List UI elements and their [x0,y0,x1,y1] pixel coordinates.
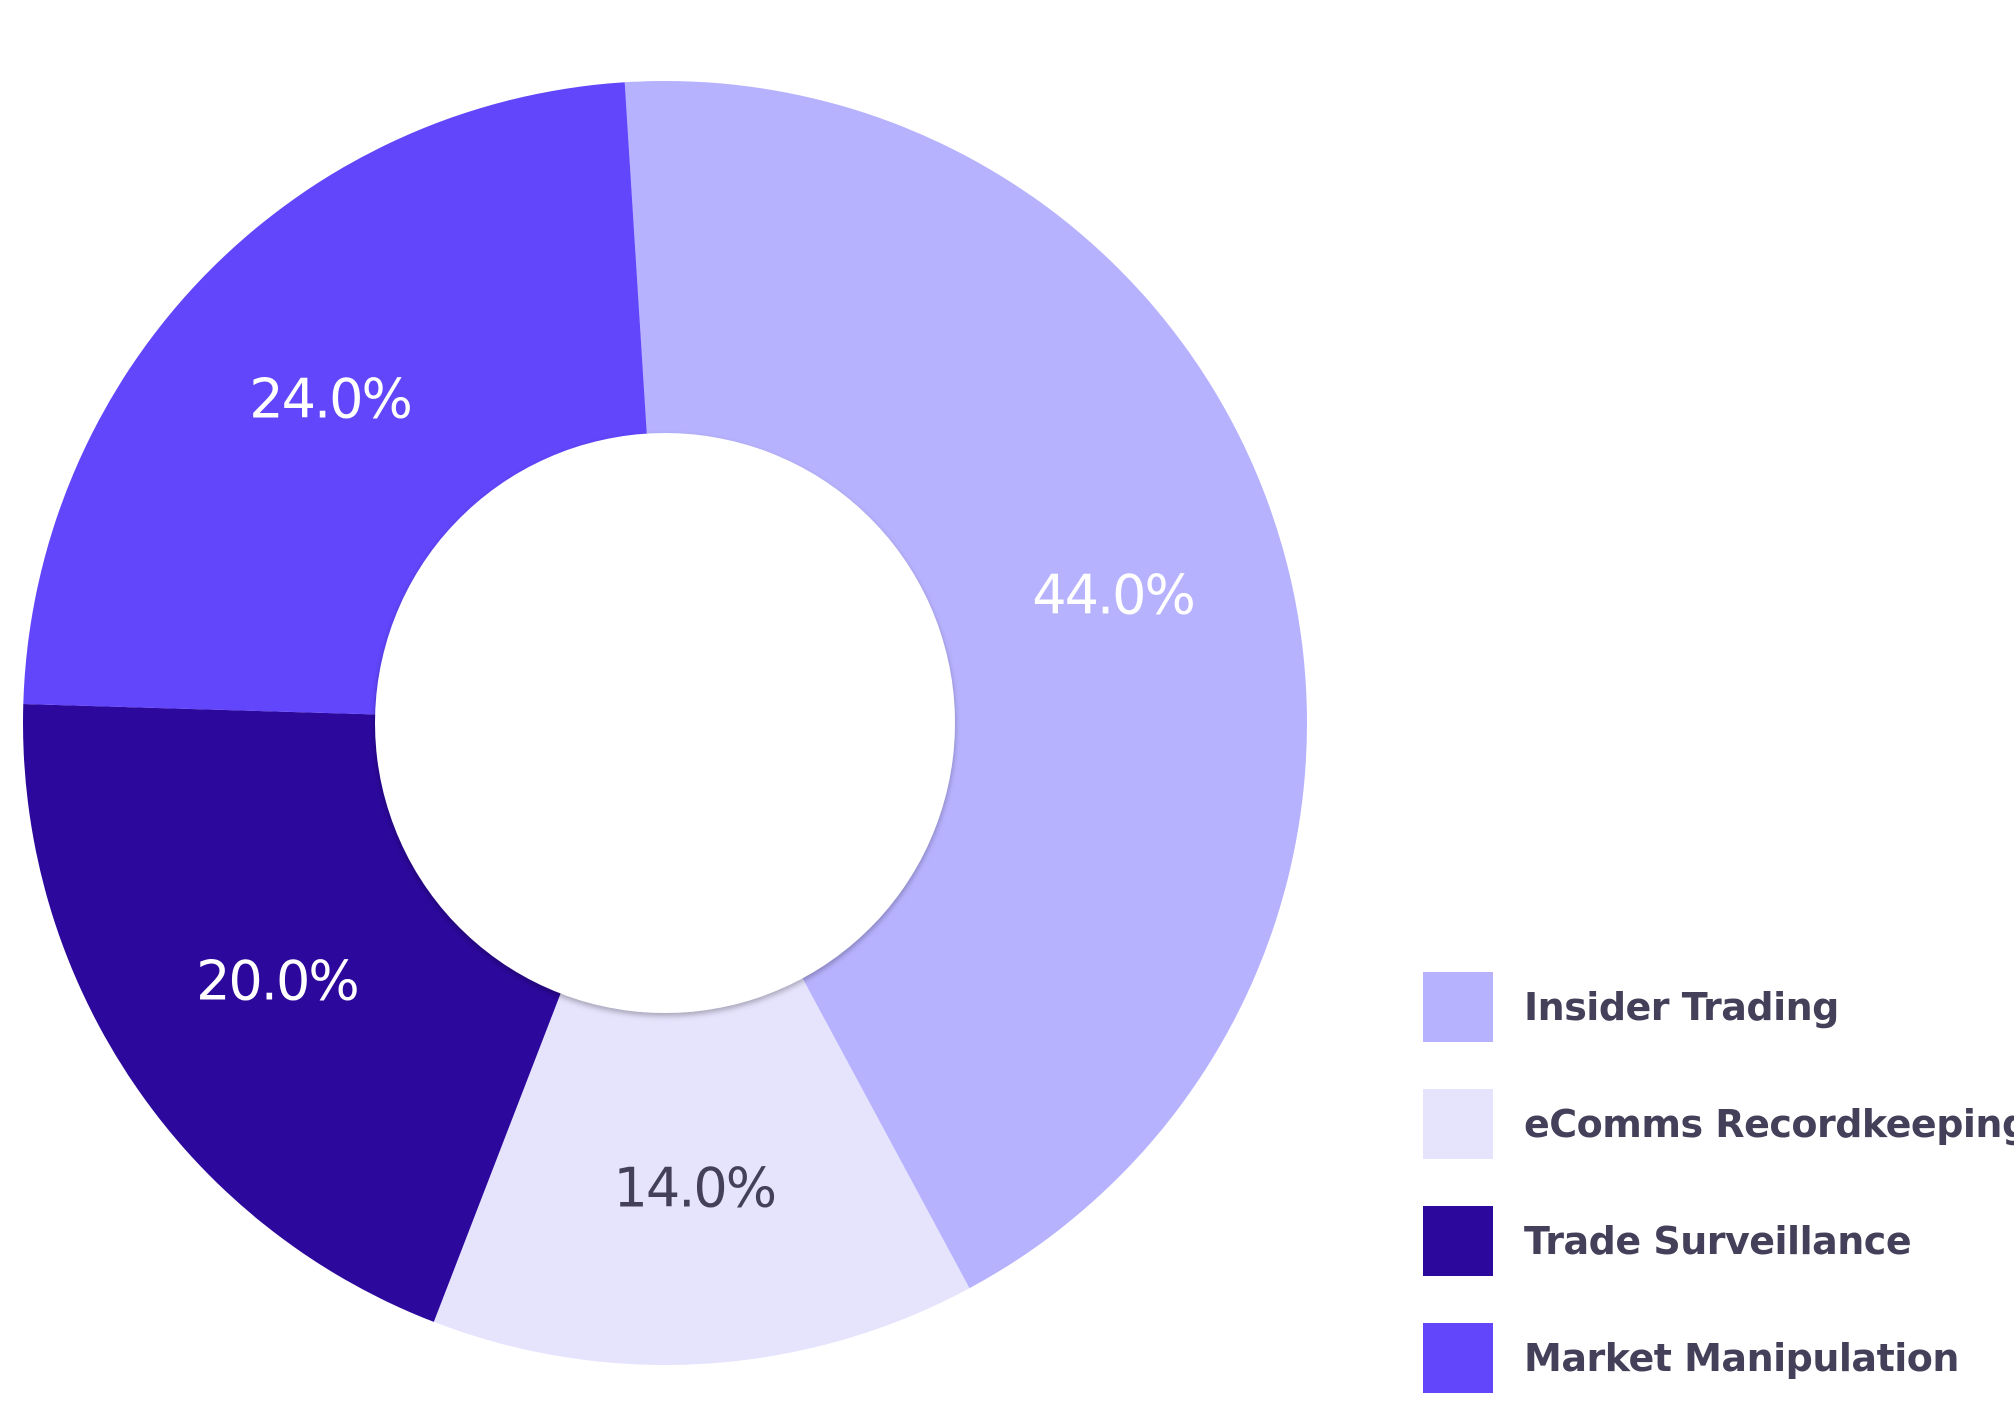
legend-swatch-ecomms-recordkeeping [1423,1089,1493,1159]
legend-label-insider-trading: Insider Trading [1524,985,1839,1029]
slice-label-insider-trading: 44.0% [1032,563,1194,626]
slice-labels: 44.0% 14.0% 20.0% 24.0% [196,368,1196,1220]
legend-item-market-manipulation: Market Manipulation [1423,1323,1959,1393]
legend-label-market-manipulation: Market Manipulation [1524,1336,1959,1380]
legend-item-ecomms-recordkeeping: eComms Recordkeeping [1423,1089,2014,1159]
legend-item-insider-trading: Insider Trading [1423,972,1839,1042]
legend-label-ecomms-recordkeeping: eComms Recordkeeping [1524,1102,2014,1146]
donut-hole [375,433,955,1013]
slice-label-trade-surveillance: 20.0% [196,949,358,1012]
slice-label-ecomms-recordkeeping: 14.0% [613,1157,775,1220]
legend-swatch-market-manipulation [1423,1323,1493,1393]
legend-item-trade-surveillance: Trade Surveillance [1423,1206,1912,1276]
slice-ecomms-recordkeeping [433,723,970,1365]
slice-label-market-manipulation: 24.0% [249,368,411,431]
legend-label-trade-surveillance: Trade Surveillance [1524,1219,1911,1263]
slice-insider-trading [624,81,1307,1289]
legend-swatch-trade-surveillance [1423,1206,1493,1276]
legend-swatch-insider-trading [1423,972,1493,1042]
chart-legend: Insider Trading eComms Recordkeeping Trade… [1423,972,2014,1393]
